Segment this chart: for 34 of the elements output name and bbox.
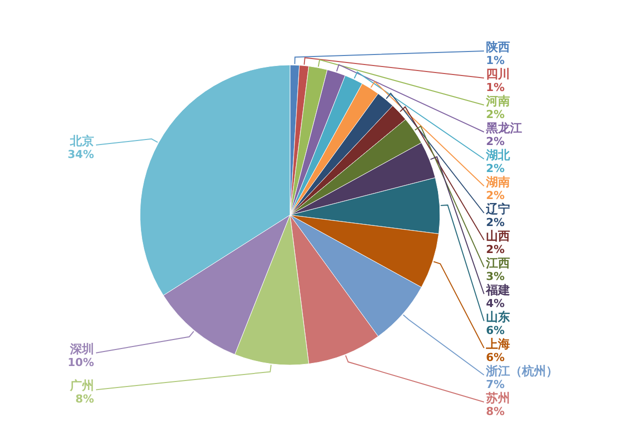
data-label: 6% bbox=[486, 324, 505, 337]
slice-label: 四川 bbox=[486, 67, 510, 81]
data-label: 7% bbox=[486, 378, 505, 391]
data-label: 4% bbox=[486, 297, 505, 310]
slice-label: 湖南 bbox=[485, 175, 510, 189]
slice-label: 河南 bbox=[485, 94, 510, 108]
slice-label: 深圳 bbox=[69, 342, 94, 356]
slice-label: 辽宁 bbox=[485, 202, 510, 216]
data-label: 1% bbox=[486, 81, 505, 94]
slice-label: 陕西 bbox=[486, 40, 510, 54]
data-label: 8% bbox=[486, 405, 505, 418]
data-label: 2% bbox=[486, 216, 505, 229]
data-label: 8% bbox=[75, 392, 94, 406]
slice-label: 广州 bbox=[69, 378, 94, 393]
data-label: 1% bbox=[486, 54, 505, 67]
slice-label: 江西 bbox=[485, 256, 510, 270]
data-label: 34% bbox=[68, 148, 94, 162]
slice-label: 山西 bbox=[486, 229, 510, 243]
data-label: 3% bbox=[486, 270, 505, 283]
slice-label: 福建 bbox=[485, 283, 510, 297]
data-label: 2% bbox=[486, 108, 505, 121]
data-label: 2% bbox=[486, 243, 505, 256]
slice-label: 黑龙江 bbox=[485, 121, 522, 135]
slice-label: 山东 bbox=[486, 310, 510, 324]
slice-label: 上海 bbox=[485, 337, 510, 351]
slice-label: 北京 bbox=[69, 134, 94, 148]
data-label: 6% bbox=[486, 351, 505, 364]
data-label: 2% bbox=[486, 189, 505, 202]
slice-label: 湖北 bbox=[485, 148, 511, 162]
data-label: 10% bbox=[68, 356, 94, 369]
data-label: 2% bbox=[486, 135, 505, 148]
data-label: 2% bbox=[486, 162, 505, 175]
slice-label: 苏州 bbox=[485, 391, 510, 405]
slice-label: 浙江（杭州） bbox=[485, 364, 558, 378]
